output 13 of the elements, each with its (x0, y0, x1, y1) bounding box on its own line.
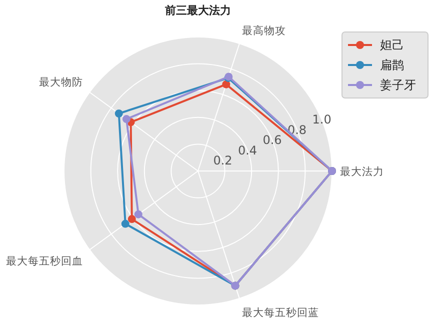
y-tick-label: 0.6 (262, 133, 282, 148)
spoke-label: 最高物攻 (242, 24, 286, 37)
y-tick-label: 0.4 (238, 143, 258, 158)
chart-title: 前三最大法力 (164, 4, 231, 17)
spoke-label: 最大物防 (39, 76, 84, 89)
spoke-label: 最大法力 (340, 165, 384, 178)
y-tick-label: 1.0 (312, 112, 332, 127)
spoke-label: 最大每五秒回蓝 (242, 306, 319, 320)
legend-label: 扁鹊 (380, 58, 404, 72)
y-tick-label: 0.2 (213, 154, 232, 168)
legend-label: 姜子牙 (380, 78, 416, 92)
legend-label: 妲己 (380, 38, 404, 52)
spoke-label: 最大每五秒回血 (6, 254, 84, 268)
